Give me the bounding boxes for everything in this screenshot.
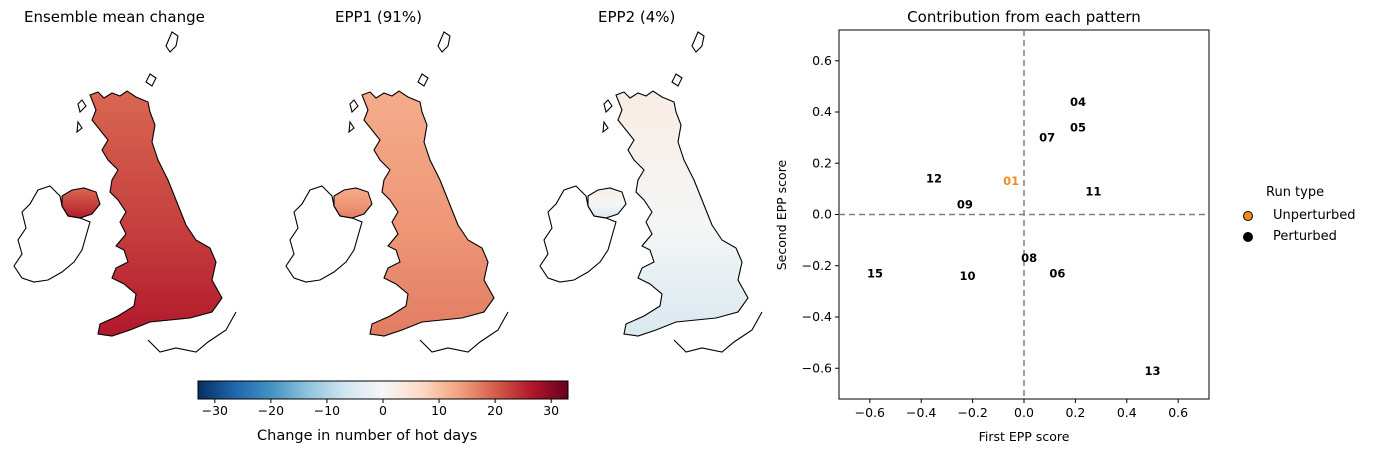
colorbar-tick-label: −30 [202,403,228,418]
y-tick-label: −0.6 [802,360,832,375]
point-label-06: 06 [1049,266,1065,280]
y-tick-label: −0.2 [802,258,832,273]
uk-filled-region [333,90,495,337]
y-tick-label: 0.6 [812,53,832,68]
legend-entry-perturbed: Perturbed [1240,226,1356,247]
point-label-10: 10 [959,269,975,283]
colorbar-tick-label: −20 [258,403,284,418]
legend-label-perturbed: Perturbed [1273,229,1337,244]
x-tick-label: −0.6 [855,405,885,420]
colorbar: −30 −20 −10 0 10 20 30 [197,380,569,418]
legend-marker-perturbed [1243,231,1253,242]
x-tick-label: 0.2 [1065,405,1085,420]
point-label-07: 07 [1039,131,1055,145]
legend-title: Run type [1266,185,1325,200]
legend: Run type Unperturbed Perturbed [1240,185,1356,247]
colorbar-gradient [197,380,569,400]
legend-entry-unperturbed: Unperturbed [1240,205,1356,226]
colorbar-label: Change in number of hot days [257,428,478,444]
x-axis-label: First EPP score [979,429,1070,444]
map-title-ensemble: Ensemble mean change [24,8,205,26]
uk-filled-region [587,90,749,337]
x-tick-label: 0.6 [1168,405,1188,420]
point-label-05: 05 [1070,120,1086,134]
map-title-epp2: EPP2 (4%) [598,8,676,26]
map-title-epp1: EPP1 (91%) [335,8,422,26]
y-tick-label: −0.4 [802,309,832,324]
colorbar-tick-label: 0 [379,403,387,418]
point-label-04: 04 [1070,95,1086,109]
chart-title: Contribution from each pattern [907,8,1141,26]
y-tick-label: 0.0 [812,207,832,222]
point-label-12: 12 [926,172,942,186]
y-tick-label: 0.2 [812,155,832,170]
colorbar-tick-label: 20 [487,403,503,418]
point-label-08: 08 [1021,251,1037,265]
x-tick-label: 0.0 [1014,405,1034,420]
uk-filled-region [61,90,223,337]
colorbar-tick-label: −10 [314,403,340,418]
legend-label-unperturbed: Unperturbed [1273,208,1356,223]
colorbar-tick-label: 30 [543,403,559,418]
colorbar-tick-label: 10 [431,403,447,418]
maps-panel [13,31,763,353]
y-axis-label: Second EPP score [774,159,789,270]
legend-marker-unperturbed [1243,210,1253,221]
point-label-11: 11 [1085,184,1101,198]
point-label-01: 01 [1003,174,1019,188]
x-tick-label: −0.2 [957,405,987,420]
map-epp1 [285,31,509,353]
point-label-13: 13 [1144,364,1160,378]
point-label-15: 15 [867,266,883,280]
plot-frame [838,29,1210,400]
x-tick-label: −0.4 [906,405,936,420]
y-tick-label: 0.4 [812,104,832,119]
point-label-09: 09 [957,197,973,211]
x-tick-label: 0.4 [1117,405,1137,420]
map-ensemble-mean [13,31,237,353]
map-epp2 [539,31,763,353]
